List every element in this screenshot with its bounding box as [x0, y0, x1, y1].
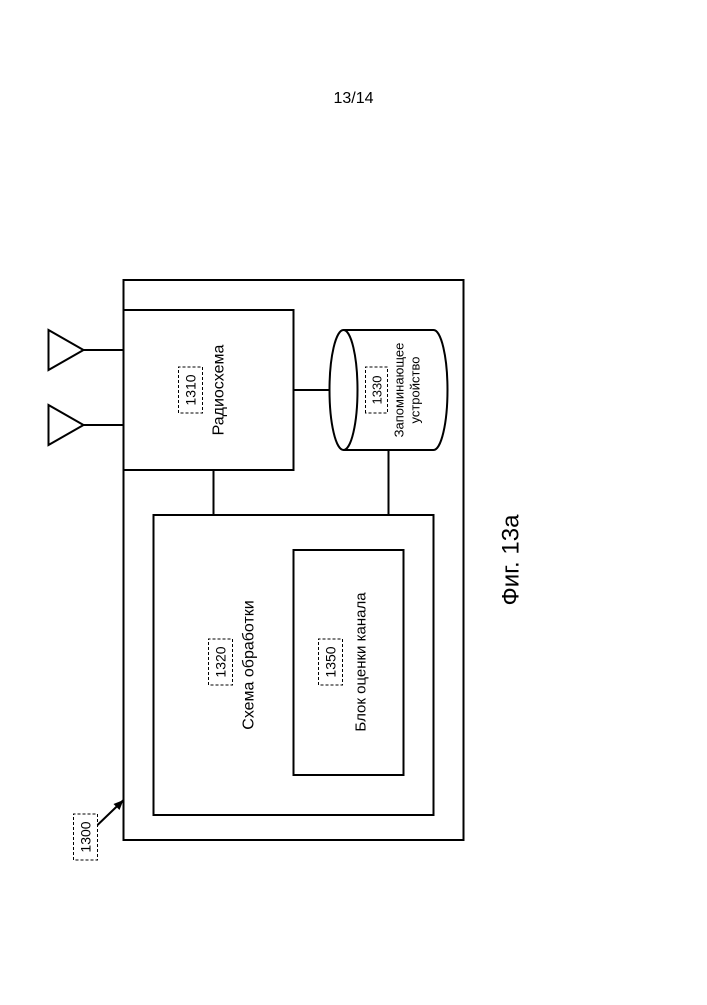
reference-id: 1300 [78, 821, 94, 852]
memory-label-2: устройство [408, 357, 423, 424]
channel-estimate-block: 1350 Блок оценки канала [294, 550, 404, 775]
processing-id: 1320 [213, 646, 229, 677]
processing-label: Схема обработки [241, 600, 258, 729]
antenna-2 [49, 330, 124, 370]
page-number: 13/14 [0, 90, 707, 108]
figure-caption: Фиг. 13a [498, 514, 525, 606]
radio-label: Радиосхема [211, 344, 228, 435]
radio-id: 1310 [183, 374, 199, 405]
memory-label-1: Запоминающее [392, 343, 407, 438]
antenna-1 [49, 405, 124, 445]
memory-id: 1330 [370, 376, 385, 405]
processing-block: 1320 Схема обработки 1350 Блок оценки ка… [154, 515, 434, 815]
page: 13/14 1300 1320 Схема обработки [0, 0, 707, 1000]
channel-estimate-label: Блок оценки канала [353, 592, 370, 732]
figure-svg: 1300 1320 Схема обработки 1350 Блок оцен… [0, 0, 707, 1000]
reference-1300: 1300 [74, 800, 124, 860]
radio-block: 1310 Радиосхема [124, 310, 294, 470]
channel-estimate-id: 1350 [323, 646, 339, 677]
